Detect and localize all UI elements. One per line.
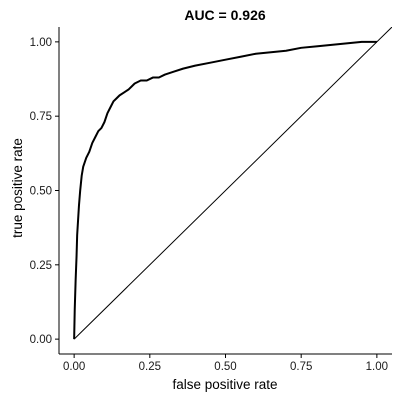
y-axis: 0.00 0.25 0.50 0.75 1.00 <box>30 27 60 354</box>
chart-title: AUC = 0.926 <box>184 7 266 23</box>
x-tick-label: 0.00 <box>63 361 85 373</box>
x-axis-label: false positive rate <box>172 377 277 392</box>
x-tick-label: 1.00 <box>366 361 388 373</box>
y-tick-label: 1.00 <box>30 37 52 49</box>
roc-curve-line <box>73 40 377 340</box>
x-tick-label: 0.25 <box>139 361 161 373</box>
y-tick-label: 0.75 <box>30 111 52 123</box>
reference-diagonal-line <box>73 27 392 340</box>
x-axis: 0.00 0.25 0.50 0.75 1.00 <box>59 353 392 373</box>
y-tick-label: 0.00 <box>30 334 52 346</box>
y-tick-label: 0.25 <box>30 260 52 272</box>
y-axis-label: true positive rate <box>10 138 25 238</box>
x-tick-label: 0.50 <box>214 361 236 373</box>
plot-area <box>73 27 392 340</box>
y-tick-label: 0.50 <box>30 186 52 198</box>
x-tick-label: 0.75 <box>290 361 312 373</box>
